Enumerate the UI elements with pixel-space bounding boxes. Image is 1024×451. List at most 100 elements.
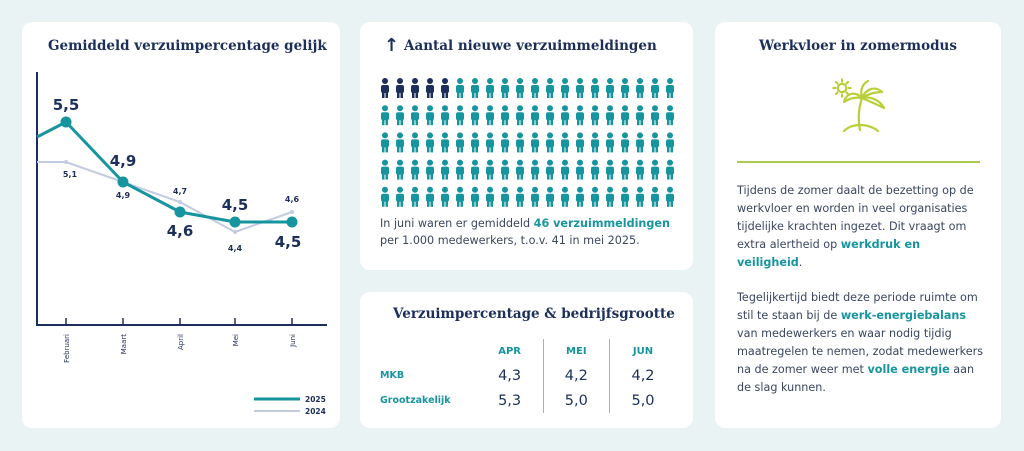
person-icon bbox=[456, 132, 464, 153]
person-icon bbox=[576, 132, 584, 153]
person-icon bbox=[591, 159, 599, 180]
person-icon bbox=[621, 78, 629, 98]
x-tick-label: Februari bbox=[63, 334, 71, 363]
series-2025-point bbox=[286, 216, 298, 228]
chart-card: Gemiddeld verzuimpercentage gelijk Febru… bbox=[22, 22, 340, 428]
person-icon bbox=[636, 132, 644, 153]
chart-title: Gemiddeld verzuimpercentage gelijk bbox=[48, 38, 327, 54]
person-icon bbox=[666, 78, 674, 98]
table-cell: 4,2 bbox=[542, 363, 610, 388]
legend-2025-label: 2025 bbox=[305, 395, 326, 404]
person-icon bbox=[636, 159, 644, 180]
table-cell: 5,0 bbox=[542, 388, 610, 413]
person-icon bbox=[486, 78, 494, 98]
person-icon bbox=[471, 78, 479, 98]
series-2025-point bbox=[60, 116, 72, 128]
series-2025-data-label: 4,9 bbox=[110, 152, 137, 170]
series-2025-data-label: 4,6 bbox=[167, 222, 194, 240]
table-cell: 4,3 bbox=[498, 367, 522, 384]
summer-mode-card: Werkvloer in zomermodus Tijdens de zomer… bbox=[715, 22, 1001, 428]
column-header-mei: MEI bbox=[542, 339, 610, 363]
company-size-card: Verzuimpercentage & bedrijfsgrootte APR … bbox=[360, 292, 693, 428]
person-icon bbox=[576, 105, 584, 126]
series-2025-point bbox=[229, 216, 241, 228]
person-icon bbox=[381, 105, 389, 126]
person-icon bbox=[486, 186, 494, 207]
person-icon bbox=[441, 186, 449, 207]
person-icon bbox=[561, 105, 569, 126]
table-row: Grootzakelijk 5,3 5,0 5,0 bbox=[380, 388, 676, 413]
person-icon bbox=[411, 132, 419, 153]
person-icon bbox=[426, 132, 434, 153]
person-icon bbox=[501, 78, 509, 98]
person-icon bbox=[396, 132, 404, 153]
summer-p1-post: . bbox=[798, 256, 803, 269]
summer-p2-post: aan de slag kunnen. bbox=[737, 363, 975, 394]
person-icon bbox=[456, 186, 464, 207]
person-icon bbox=[426, 105, 434, 126]
x-tick-label: Mei bbox=[232, 334, 240, 346]
absence-reports-title: Aantal nieuwe verzuimmeldingen bbox=[404, 38, 657, 54]
person-icon bbox=[516, 105, 524, 126]
absence-reports-highlight: 46 verzuimmeldingen bbox=[533, 217, 670, 230]
absence-reports-card: ↑ Aantal nieuwe verzuimmeldingen In juni… bbox=[360, 22, 693, 270]
x-tick-label: April bbox=[177, 334, 185, 350]
summer-p2-highlight-2: volle energie bbox=[867, 363, 950, 376]
person-icon bbox=[516, 78, 524, 98]
summer-p2-pre: Tegelijkertijd biedt deze periode ruimte… bbox=[737, 291, 978, 322]
series-2024-data-label: 4,6 bbox=[285, 195, 300, 204]
person-icon bbox=[396, 186, 404, 207]
summer-mode-title: Werkvloer in zomermodus bbox=[759, 38, 957, 54]
person-icon bbox=[486, 132, 494, 153]
person-icon bbox=[381, 186, 389, 207]
person-icon bbox=[456, 159, 464, 180]
person-icon bbox=[651, 159, 659, 180]
summer-paragraph-2: Tegelijkertijd biedt deze periode ruimte… bbox=[737, 289, 989, 397]
palm-tree-icon bbox=[832, 78, 886, 133]
person-icon bbox=[666, 105, 674, 126]
person-icon bbox=[636, 105, 644, 126]
person-icon bbox=[651, 78, 659, 98]
person-icon bbox=[621, 159, 629, 180]
person-icon bbox=[546, 159, 554, 180]
person-icon bbox=[561, 186, 569, 207]
row-label-mkb: MKB bbox=[380, 370, 405, 381]
person-icon bbox=[441, 105, 449, 126]
person-icon bbox=[531, 186, 539, 207]
person-icon bbox=[471, 105, 479, 126]
person-icon bbox=[561, 159, 569, 180]
absence-reports-text-pre: In juni waren er gemiddeld bbox=[380, 217, 534, 230]
table-cell: 5,0 bbox=[609, 388, 676, 413]
person-icon bbox=[501, 132, 509, 153]
series-2025-point bbox=[117, 176, 129, 188]
person-icon bbox=[411, 78, 419, 98]
company-size-title: Verzuimpercentage & bedrijfsgrootte bbox=[393, 306, 675, 322]
person-icon bbox=[531, 105, 539, 126]
person-icon bbox=[501, 159, 509, 180]
person-icon bbox=[561, 132, 569, 153]
series-2025-data-label: 4,5 bbox=[222, 196, 249, 214]
summer-paragraph-1: Tijdens de zomer daalt de bezetting op d… bbox=[737, 182, 989, 272]
table-corner bbox=[380, 339, 477, 363]
summer-p2-mid: van medewerkers en waar nodig tijdig maa… bbox=[737, 327, 984, 376]
absence-reports-text: In juni waren er gemiddeld 46 verzuimmel… bbox=[380, 215, 680, 249]
table-header-row: APR MEI JUN bbox=[380, 339, 676, 363]
person-icon bbox=[576, 78, 584, 98]
person-icon bbox=[456, 105, 464, 126]
person-icon bbox=[621, 186, 629, 207]
person-icon bbox=[516, 159, 524, 180]
person-icon bbox=[636, 78, 644, 98]
person-icon bbox=[381, 78, 389, 98]
person-icon bbox=[621, 132, 629, 153]
person-icon bbox=[666, 186, 674, 207]
person-icon bbox=[441, 159, 449, 180]
person-icon bbox=[591, 78, 599, 98]
person-icon bbox=[456, 78, 464, 98]
person-icon bbox=[396, 78, 404, 98]
series-2025-data-label: 4,5 bbox=[275, 233, 302, 251]
person-icon bbox=[531, 159, 539, 180]
person-icon bbox=[651, 105, 659, 126]
series-2025-data-label: 5,5 bbox=[53, 96, 80, 114]
series-2024-data-label: 4,4 bbox=[228, 244, 243, 253]
column-header-jun: JUN bbox=[609, 339, 676, 363]
